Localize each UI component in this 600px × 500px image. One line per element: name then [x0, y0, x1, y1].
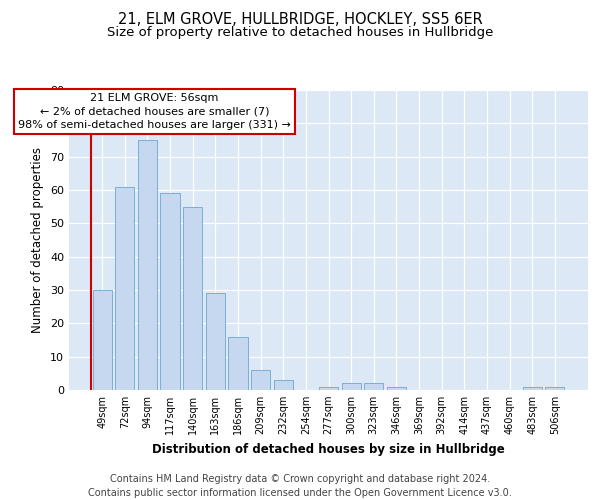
Bar: [341, 384, 361, 390]
Bar: [138, 140, 157, 390]
Bar: [206, 294, 225, 390]
Bar: [229, 336, 248, 390]
Bar: [523, 386, 542, 390]
Text: 21, ELM GROVE, HULLBRIDGE, HOCKLEY, SS5 6ER: 21, ELM GROVE, HULLBRIDGE, HOCKLEY, SS5 …: [118, 12, 482, 28]
Bar: [545, 386, 565, 390]
Text: Size of property relative to detached houses in Hullbridge: Size of property relative to detached ho…: [107, 26, 493, 39]
Bar: [160, 194, 180, 390]
Bar: [92, 290, 112, 390]
Text: Contains HM Land Registry data © Crown copyright and database right 2024.
Contai: Contains HM Land Registry data © Crown c…: [88, 474, 512, 498]
Bar: [364, 384, 383, 390]
Bar: [183, 206, 202, 390]
Bar: [115, 186, 134, 390]
Bar: [251, 370, 270, 390]
Bar: [387, 386, 406, 390]
Y-axis label: Number of detached properties: Number of detached properties: [31, 147, 44, 333]
Text: 21 ELM GROVE: 56sqm
← 2% of detached houses are smaller (7)
98% of semi-detached: 21 ELM GROVE: 56sqm ← 2% of detached hou…: [18, 94, 290, 130]
X-axis label: Distribution of detached houses by size in Hullbridge: Distribution of detached houses by size …: [152, 442, 505, 456]
Bar: [319, 386, 338, 390]
Bar: [274, 380, 293, 390]
